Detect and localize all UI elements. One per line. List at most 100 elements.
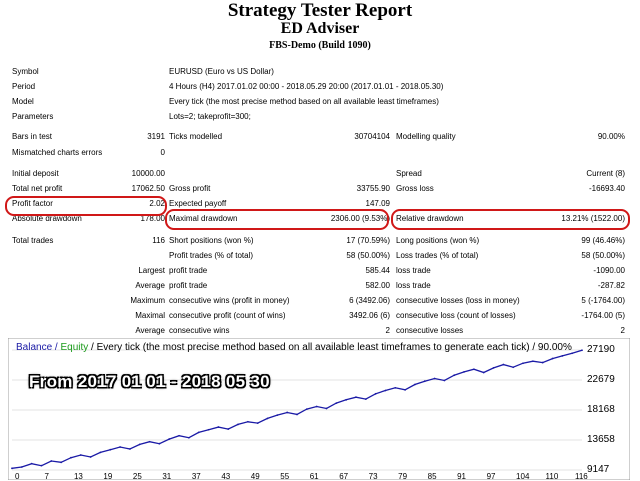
balance-point <box>502 363 505 366</box>
value: Current (8) <box>586 169 625 178</box>
balance-point <box>256 422 259 424</box>
label: Period <box>12 82 36 91</box>
value: 17062.50 <box>131 184 165 193</box>
x-tick-label: 91 <box>457 472 466 481</box>
balance-point <box>512 366 515 369</box>
label: Gross profit <box>169 184 211 193</box>
balance-point <box>414 383 416 386</box>
value: 5 (-1764.00) <box>581 296 625 305</box>
x-tick-label: 7 <box>44 472 49 481</box>
settings-row-model: Model Every tick (the most precise metho… <box>0 94 640 110</box>
value: -1090.00 <box>593 266 625 275</box>
balance-point <box>129 448 131 450</box>
value: 2 <box>620 326 625 335</box>
x-tick-label: 73 <box>368 472 378 481</box>
balance-points <box>11 349 583 470</box>
chart-grid <box>12 349 582 471</box>
date-range-overlay: From 2017 01 01 - 2018 05 30 <box>29 372 270 391</box>
x-tick-label: 61 <box>309 472 319 481</box>
value: 30704104 <box>354 132 390 141</box>
label: Gross loss <box>396 184 434 193</box>
balance-point <box>217 426 220 428</box>
label: loss trade <box>396 266 431 275</box>
highlight-profit-factor <box>5 196 167 216</box>
label: Bars in test <box>12 132 53 141</box>
value: 2306.00 (9.53%) <box>330 214 390 223</box>
balance-point <box>99 451 102 454</box>
stats-row-bars: Bars in test 3191 Ticks modelled 3070410… <box>0 129 640 145</box>
x-tick-label: 55 <box>280 472 290 481</box>
label: Modelling quality <box>396 132 456 141</box>
balance-point <box>384 389 387 392</box>
settings-row-period: Period 4 Hours (H4) 2017.01.02 00:00 - 2… <box>0 79 640 95</box>
balance-point <box>355 396 357 399</box>
stats-row-largest: Largest profit trade 585.44 loss trade -… <box>0 263 640 279</box>
label: Average <box>135 281 165 290</box>
value: 99 (46.46%) <box>581 236 625 245</box>
stats-row-deposit: Initial deposit 10000.00 Spread Current … <box>0 166 640 182</box>
value: 17 (70.59%) <box>346 236 390 245</box>
legend-sep: / <box>52 342 61 353</box>
server-name: FBS-Demo (Build 1090) <box>269 40 371 51</box>
value: -16693.40 <box>588 184 625 193</box>
balance-point <box>404 388 407 391</box>
report-title: Strategy Tester Report <box>227 0 413 21</box>
label: Total net profit <box>12 184 63 193</box>
balance-point <box>79 454 82 456</box>
balance-point <box>345 398 348 401</box>
x-tick-label: 0 <box>15 472 20 481</box>
chart-legend: Balance / Equity / Every tick (the most … <box>16 342 572 353</box>
balance-point <box>187 436 190 439</box>
balance-point <box>551 357 554 360</box>
stats-row-maximal: Maximal consecutive profit (count of win… <box>0 308 640 324</box>
x-tick-label: 85 <box>427 472 437 481</box>
value: EURUSD (Euro vs US Dollar) <box>169 67 274 76</box>
x-tick-label: 116 <box>575 472 588 481</box>
x-tick-label: 79 <box>398 472 408 481</box>
balance-point <box>276 414 279 417</box>
label: Loss trades (% of total) <box>396 251 479 260</box>
value: 6 (3492.06) <box>349 296 390 305</box>
label: consecutive losses (loss in money) <box>396 296 520 305</box>
balance-point <box>50 460 53 462</box>
value: 10000.00 <box>131 169 165 178</box>
balance-point <box>266 417 269 420</box>
label: Total trades <box>12 236 54 245</box>
settings-row-symbol: Symbol EURUSD (Euro vs US Dollar) <box>0 64 640 80</box>
stats-row-maximum: Maximum consecutive wins (profit in mone… <box>0 293 640 309</box>
highlight-relative-drawdown <box>391 209 630 230</box>
legend-description: / Every tick (the most precise method ba… <box>88 342 572 353</box>
balance-point <box>472 368 475 371</box>
balance-point <box>561 355 564 357</box>
balance-point <box>286 411 289 414</box>
value: -287.82 <box>597 281 625 290</box>
balance-chart <box>8 338 630 480</box>
balance-point <box>237 423 239 426</box>
expert-name: ED Adviser <box>280 20 360 37</box>
value: 585.44 <box>365 266 390 275</box>
y-tick-label: 18168 <box>587 404 615 415</box>
highlight-maximal-drawdown <box>165 209 389 230</box>
balance-point <box>109 448 112 451</box>
balance-point <box>394 386 397 389</box>
label: Expected payoff <box>169 199 227 208</box>
value: 0 <box>160 148 165 157</box>
balance-point <box>433 377 436 380</box>
label: consecutive losses <box>396 326 464 335</box>
balance-point <box>158 442 161 445</box>
label: consecutive loss (count of losses) <box>396 311 516 320</box>
balance-point <box>148 440 151 443</box>
stats-row-average-consecutive: Average consecutive wins 2 consecutive l… <box>0 323 640 339</box>
value: 90.00% <box>597 132 625 141</box>
balance-point <box>89 456 92 458</box>
label: Spread <box>396 169 422 178</box>
balance-point <box>423 380 426 383</box>
stats-row-netprofit: Total net profit 17062.50 Gross profit 3… <box>0 181 640 197</box>
value: 58 (50.00%) <box>581 251 625 260</box>
x-tick-label: 67 <box>339 472 349 481</box>
label: Relative drawdown <box>396 214 464 223</box>
settings-row-parameters: Parameters Lots=2; takeprofit=300; <box>0 109 640 125</box>
balance-point <box>138 443 141 446</box>
balance-point <box>482 371 485 374</box>
label: Maximal <box>135 311 165 320</box>
